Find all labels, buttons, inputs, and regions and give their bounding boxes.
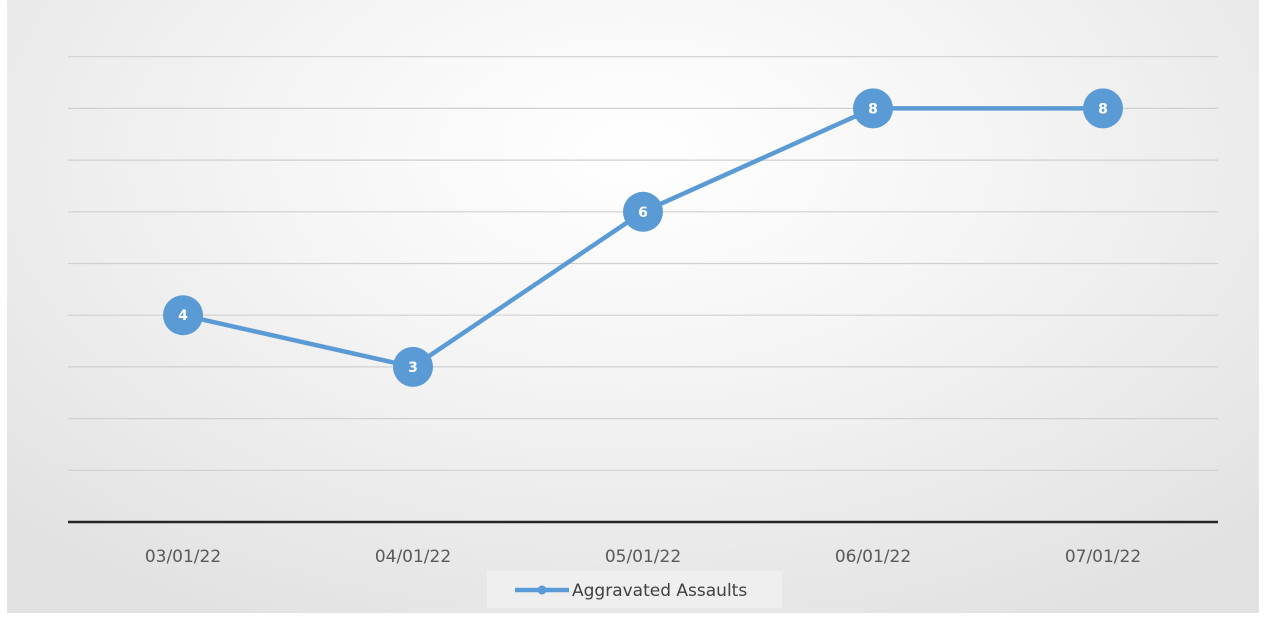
series-group: 4 3 6 8 8 bbox=[163, 88, 1123, 387]
x-axis-tick-labels: 03/01/22 04/01/22 05/01/22 06/01/22 07/01/22 bbox=[145, 547, 1141, 567]
x-tick-label: 05/01/22 bbox=[605, 547, 681, 567]
x-tick-label: 06/01/22 bbox=[835, 547, 911, 567]
x-tick-label: 04/01/22 bbox=[375, 547, 451, 567]
line-chart: 03/01/22 04/01/22 05/01/22 06/01/22 07/01/22… bbox=[68, 56, 1218, 608]
data-point-marker bbox=[1083, 88, 1123, 129]
data-label: 6 bbox=[638, 205, 648, 221]
x-tick-label: 03/01/22 bbox=[145, 547, 221, 567]
data-point-marker bbox=[163, 295, 203, 336]
legend: Aggravated Assaults bbox=[487, 571, 782, 608]
data-point-marker bbox=[623, 191, 663, 232]
data-label: 3 bbox=[408, 360, 418, 376]
data-label: 8 bbox=[868, 101, 878, 117]
legend-label: Aggravated Assaults bbox=[572, 581, 747, 601]
data-label: 4 bbox=[178, 308, 188, 324]
legend-marker-swatch bbox=[537, 585, 547, 595]
gridlines bbox=[68, 56, 1218, 524]
data-label: 8 bbox=[1098, 101, 1108, 117]
x-tick-label: 07/01/22 bbox=[1065, 547, 1141, 567]
chart-area: 03/01/22 04/01/22 05/01/22 06/01/22 07/01/22… bbox=[7, 0, 1259, 613]
series-line bbox=[182, 106, 1103, 370]
data-point-marker bbox=[393, 346, 433, 387]
data-point-marker bbox=[853, 88, 893, 129]
